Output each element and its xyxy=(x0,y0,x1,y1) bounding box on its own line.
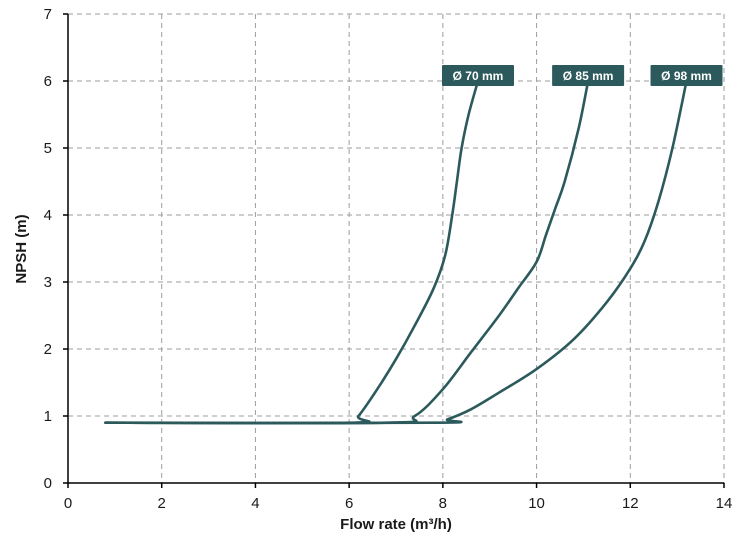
y-tick-label: 6 xyxy=(44,73,52,90)
series-line xyxy=(104,79,688,425)
series-label-box xyxy=(552,65,625,86)
x-tick-label: 6 xyxy=(345,495,353,512)
x-tick-label: 12 xyxy=(622,495,639,512)
y-tick-label: 2 xyxy=(44,341,52,358)
series-label: Ø 98 mm xyxy=(650,65,723,86)
x-axis-title: Flow rate (m³/h) xyxy=(340,516,452,533)
y-tick-label: 5 xyxy=(44,140,52,157)
grid-lines xyxy=(68,13,725,483)
series-label-text: Ø 85 mm xyxy=(563,69,614,83)
y-tick-label: 3 xyxy=(44,274,52,291)
x-tick-label: 14 xyxy=(716,495,733,512)
y-tick-label: 1 xyxy=(44,408,52,425)
series-label-text: Ø 98 mm xyxy=(661,69,712,83)
x-tick-label: 0 xyxy=(64,495,72,512)
x-tick-label: 10 xyxy=(528,495,545,512)
series-curves xyxy=(104,79,688,425)
y-tick-label: 0 xyxy=(44,475,52,492)
series-line xyxy=(104,79,590,425)
y-axis-title: NPSH (m) xyxy=(13,214,30,283)
series-label-text: Ø 70 mm xyxy=(453,69,504,83)
series-label-box xyxy=(650,65,723,86)
x-tick-label: 8 xyxy=(439,495,447,512)
axes xyxy=(63,13,725,488)
series-label-box xyxy=(442,65,514,86)
series-labels: Ø 70 mm Ø 85 mm Ø 98 mm xyxy=(442,65,723,86)
y-tick-label: 7 xyxy=(44,6,52,23)
x-tick-label: 4 xyxy=(251,495,259,512)
y-tick-label: 4 xyxy=(44,207,52,224)
x-tick-label: 2 xyxy=(158,495,166,512)
series-label: Ø 70 mm xyxy=(442,65,514,86)
series-label: Ø 85 mm xyxy=(552,65,625,86)
